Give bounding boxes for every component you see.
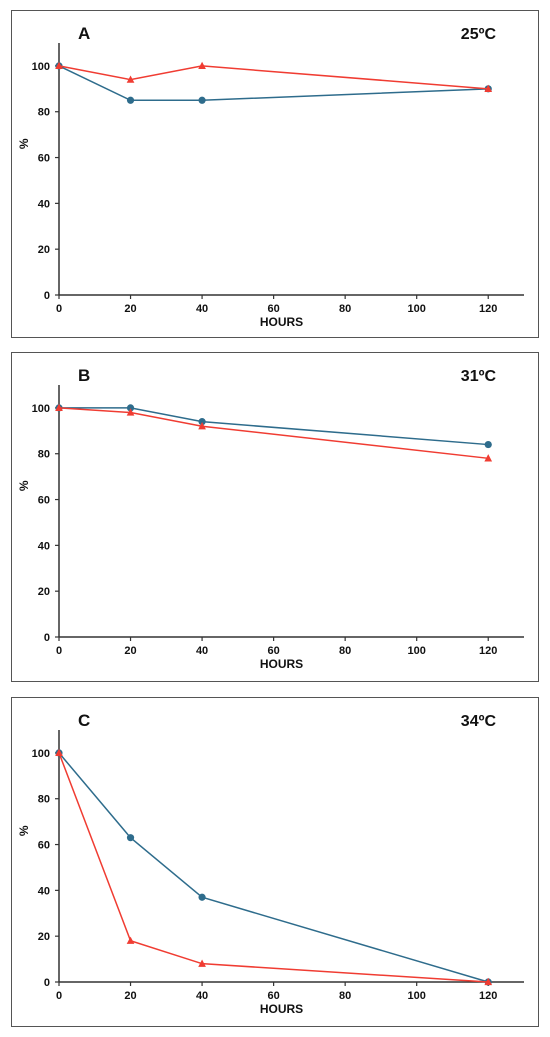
y-tick-label: 80	[38, 794, 50, 806]
data-point-triangle	[55, 403, 63, 412]
y-tick-label: 60	[38, 840, 50, 852]
x-tick-label: 0	[56, 990, 62, 1002]
y-axis-title: %	[17, 480, 31, 491]
y-tick-label: 60	[38, 153, 50, 165]
data-point-triangle	[126, 408, 135, 416]
y-tick-label: 40	[38, 885, 50, 897]
y-tick-label: 0	[44, 977, 50, 989]
y-tick-label: 40	[38, 198, 50, 210]
data-point-triangle	[126, 75, 135, 83]
chart-title: 31ºC	[461, 368, 497, 385]
chart-title: 25ºC	[461, 26, 497, 43]
y-tick-label: 20	[38, 586, 50, 598]
data-point-triangle	[198, 61, 206, 70]
data-point-circle	[198, 96, 206, 104]
data-point-triangle	[484, 84, 493, 92]
data-point-circle	[126, 834, 135, 842]
x-tick-label: 60	[267, 303, 279, 315]
x-axis-title: HOURS	[260, 657, 303, 671]
chart-panel-c: 0 20 40 60 80 100 0 20 40 60 80 100 120 HOURS% C 34ºC	[11, 697, 539, 1027]
x-tick-label: 120	[479, 645, 497, 657]
x-tick-label: 40	[196, 645, 208, 657]
data-point-triangle	[198, 422, 206, 430]
data-point-circle	[198, 418, 206, 426]
series-line-triangle	[58, 407, 489, 460]
x-tick-label: 120	[479, 990, 497, 1002]
y-tick-label: 60	[38, 495, 50, 507]
panel-label: B	[78, 366, 90, 385]
y-axis-title: %	[17, 825, 31, 836]
x-tick-label: 40	[196, 303, 208, 315]
data-point-circle	[126, 96, 135, 104]
series-line-circle	[58, 752, 489, 983]
x-tick-label: 0	[56, 645, 62, 657]
y-tick-label: 20	[38, 931, 50, 943]
x-tick-label: 80	[339, 645, 351, 657]
x-tick-label: 100	[408, 990, 426, 1002]
chart-svg-a: 0 20 40 60 80 100 0 20 40 60 80 100 120 HOURS% A 25ºC	[17, 24, 524, 329]
y-axis-title: %	[17, 138, 31, 149]
series-line-triangle	[58, 752, 489, 983]
data-point-triangle	[126, 936, 135, 944]
x-tick-label: 20	[124, 990, 136, 1002]
chart-svg-b: 0 20 40 60 80 100 0 20 40 60 80 100 120 HOURS% B 31ºC	[17, 366, 524, 671]
x-tick-label: 0	[56, 303, 62, 315]
data-point-triangle	[484, 977, 493, 986]
x-tick-label: 20	[124, 645, 136, 657]
x-tick-label: 20	[124, 303, 136, 315]
x-tick-label: 120	[479, 303, 497, 315]
y-tick-label: 100	[32, 403, 50, 415]
series-line-circle	[58, 65, 489, 102]
y-tick-label: 100	[32, 748, 50, 760]
x-axis-title: HOURS	[260, 315, 303, 329]
y-tick-label: 40	[38, 540, 50, 552]
x-tick-label: 60	[267, 645, 279, 657]
y-tick-label: 0	[44, 290, 50, 302]
chart-svg-c: 0 20 40 60 80 100 0 20 40 60 80 100 120 HOURS% C 34ºC	[17, 711, 524, 1016]
chart-panel-b: 0 20 40 60 80 100 0 20 40 60 80 100 120 HOURS% B 31ºC	[11, 352, 539, 682]
chart-panel-a: 0 20 40 60 80 100 0 20 40 60 80 100 120 HOURS% A 25ºC	[11, 10, 539, 338]
x-axis-title: HOURS	[260, 1002, 303, 1016]
data-point-circle	[484, 440, 492, 449]
y-tick-label: 0	[44, 632, 50, 644]
series-line-triangle	[58, 65, 489, 90]
chart-title: 34ºC	[461, 713, 497, 730]
y-tick-label: 20	[38, 244, 50, 256]
panel-label: C	[78, 711, 90, 730]
data-point-circle	[126, 404, 135, 412]
y-tick-label: 80	[38, 107, 50, 119]
x-tick-label: 80	[339, 303, 351, 315]
panel-label: A	[78, 24, 90, 43]
series-line-circle	[59, 407, 489, 446]
data-point-triangle	[484, 454, 493, 462]
x-tick-label: 100	[408, 303, 426, 315]
data-point-triangle	[55, 748, 63, 757]
y-tick-label: 100	[32, 61, 50, 73]
x-tick-label: 80	[339, 990, 351, 1002]
data-point-circle	[198, 893, 206, 901]
x-tick-label: 100	[408, 645, 426, 657]
x-tick-label: 40	[196, 990, 208, 1002]
y-tick-label: 80	[38, 449, 50, 461]
x-tick-label: 60	[267, 990, 279, 1002]
data-point-triangle	[198, 959, 206, 967]
data-point-triangle	[55, 61, 63, 70]
